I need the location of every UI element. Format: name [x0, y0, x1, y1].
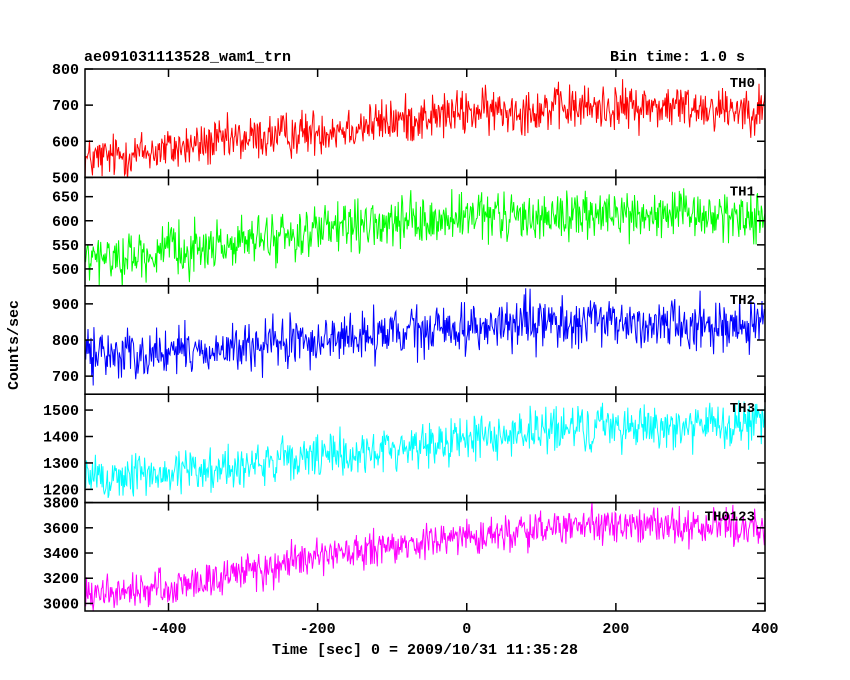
x-tick-label: 200: [602, 621, 629, 638]
panel-label-th2: TH2: [730, 293, 755, 309]
panel-frame-th0123: [84, 501, 766, 612]
y-tick-label: 500: [52, 262, 79, 279]
series-line-th0: [85, 79, 765, 178]
y-tick-label: 800: [52, 62, 79, 79]
y-tick-label: 1500: [43, 403, 79, 420]
y-tick-label: 1400: [43, 430, 79, 447]
panel-frame-th0: [84, 68, 766, 179]
panel-label-th3: TH3: [730, 401, 755, 417]
y-tick-label: 1300: [43, 456, 79, 473]
y-tick-label: 3400: [43, 546, 79, 563]
x-tick-label: -200: [300, 621, 336, 638]
y-tick-label: 650: [52, 190, 79, 207]
y-tick-label: 3000: [43, 596, 79, 613]
series-line-th2: [85, 288, 765, 386]
x-tick-label: -400: [151, 621, 187, 638]
y-tick-label: 600: [52, 134, 79, 151]
y-tick-label: 500: [52, 170, 79, 187]
panel-label-th0: TH0: [730, 76, 755, 92]
y-tick-label: 700: [52, 98, 79, 115]
x-tick-label: 0: [462, 621, 471, 638]
x-axis-title: Time [sec] 0 = 2009/10/31 11:35:28: [272, 642, 578, 659]
chart-title: ae091031113528_wam1_trn: [84, 49, 291, 66]
panel-frame-th1: [84, 176, 766, 287]
y-tick-label: 900: [52, 297, 79, 314]
panel-label-th0123: TH0123: [705, 510, 755, 526]
series-line-th0123: [85, 502, 765, 611]
y-tick-label: 3600: [43, 521, 79, 538]
series-line-th3: [85, 400, 765, 499]
y-axis-title: Counts/sec: [6, 300, 23, 390]
y-tick-label: 800: [52, 333, 79, 350]
x-tick-label: 400: [751, 621, 778, 638]
y-tick-label: 550: [52, 238, 79, 255]
series-line-th1: [85, 188, 765, 286]
panel-label-th1: TH1: [730, 184, 755, 200]
y-tick-label: 700: [52, 369, 79, 386]
y-tick-label: 1200: [43, 482, 79, 499]
bin-time-label: Bin time: 1.0 s: [610, 49, 745, 66]
y-tick-label: 3200: [43, 571, 79, 588]
y-tick-label: 600: [52, 214, 79, 231]
panels-group: 500 600 700 800 TH0 500 550 600 650 TH1 700 800 900 T…: [43, 62, 779, 638]
y-tick-label: 3800: [43, 496, 79, 513]
